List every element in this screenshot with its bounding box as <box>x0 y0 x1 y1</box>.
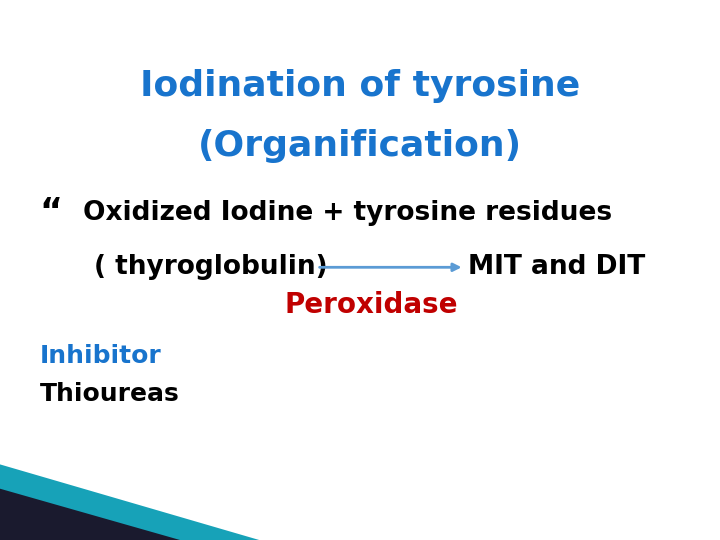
Text: (Organification): (Organification) <box>198 129 522 163</box>
Polygon shape <box>0 489 180 540</box>
Text: Iodination of tyrosine: Iodination of tyrosine <box>140 70 580 103</box>
Polygon shape <box>0 464 259 540</box>
Text: MIT and DIT: MIT and DIT <box>468 254 645 280</box>
Text: Peroxidase: Peroxidase <box>284 291 457 319</box>
Text: ( thyroglobulin): ( thyroglobulin) <box>94 254 327 280</box>
Text: “: “ <box>40 197 63 230</box>
Text: Inhibitor: Inhibitor <box>40 345 161 368</box>
Text: Oxidized Iodine + tyrosine residues: Oxidized Iodine + tyrosine residues <box>83 200 612 226</box>
Text: Thioureas: Thioureas <box>40 382 179 406</box>
